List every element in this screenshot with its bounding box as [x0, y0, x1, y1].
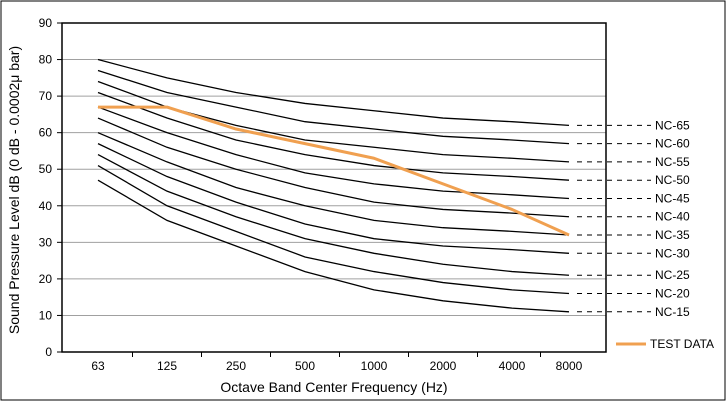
test-data-layer [98, 105, 570, 237]
curve-labels-layer: NC-65 NC-60 NC-55 NC-50 NC-45 NC-40 NC-35 NC-30… [577, 118, 714, 351]
nc-curve-label: NC-65 [655, 118, 690, 132]
nc-curve-line [97, 143, 570, 254]
x-tick-label: 500 [295, 359, 315, 373]
plot-frame [61, 22, 607, 353]
y-tick-label: 90 [39, 16, 53, 30]
nc-curve-line [97, 154, 570, 276]
y-tick-label: 80 [39, 53, 53, 67]
x-tick-label: 63 [91, 359, 105, 373]
y-tick-label: 30 [39, 235, 53, 249]
nc-curve-label: NC-30 [655, 246, 690, 260]
nc-curve-line [97, 117, 570, 218]
y-tick-label: 20 [39, 272, 53, 286]
y-tick-label: 60 [39, 126, 53, 140]
x-tick-label: 1000 [361, 359, 388, 373]
nc-curve-label: NC-35 [655, 228, 690, 242]
nc-curve-line [97, 58, 570, 127]
nc-curve-label: NC-50 [655, 173, 690, 187]
y-tick-label: 10 [39, 308, 53, 322]
y-tick-label: 50 [39, 162, 53, 176]
nc-curve-label: NC-60 [655, 137, 690, 151]
x-axis-title: Octave Band Center Frequency (Hz) [220, 379, 447, 395]
nc-curve-line [97, 69, 570, 145]
x-tick-label: 2000 [430, 359, 457, 373]
legend-label-test-data: TEST DATA [650, 337, 714, 351]
nc-curve-label: NC-15 [655, 305, 690, 319]
y-tick-label: 0 [45, 345, 52, 359]
nc-curve-label: NC-25 [655, 268, 690, 282]
nc-curve-label: NC-55 [655, 155, 690, 169]
nc-curve-line [97, 165, 570, 295]
test-data-line [98, 105, 570, 237]
nc-curve-label: NC-20 [655, 287, 690, 301]
nc-curve-line [97, 106, 570, 200]
y-axis-title: Sound Pressure Level dB (0 dB - 0.0002μ … [6, 46, 22, 334]
y-ticks-layer: 0 10 20 30 40 50 60 70 80 90 [39, 16, 62, 359]
nc-curve-label: NC-45 [655, 191, 690, 205]
nc-curve-line [97, 179, 570, 313]
y-tick-label: 40 [39, 199, 53, 213]
nc-curve-line [97, 132, 570, 236]
nc-curve-label: NC-40 [655, 210, 690, 224]
nc-curve-line [97, 91, 570, 181]
x-tick-label: 125 [157, 359, 177, 373]
x-tick-label: 8000 [556, 359, 583, 373]
x-tick-label: 4000 [499, 359, 526, 373]
x-ticks-layer: 63 125 250 500 1000 2000 4000 8000 [91, 352, 583, 373]
y-tick-label: 70 [39, 89, 53, 103]
x-tick-label: 250 [226, 359, 246, 373]
